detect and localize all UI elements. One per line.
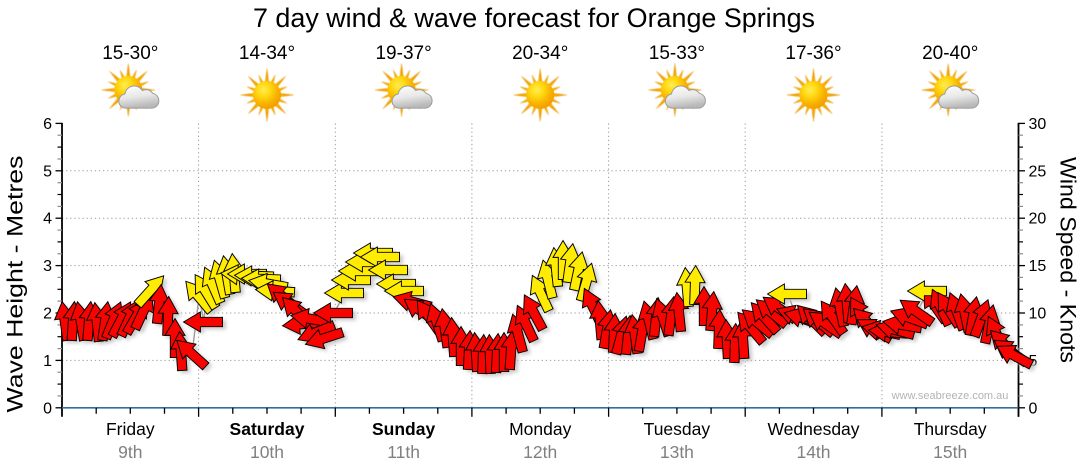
svg-text:3: 3 (43, 258, 52, 275)
svg-text:14th: 14th (796, 442, 830, 462)
svg-text:Friday: Friday (106, 419, 155, 439)
svg-text:2: 2 (43, 306, 52, 323)
svg-text:7 day wind & wave forecast for: 7 day wind & wave forecast for Orange Sp… (253, 3, 815, 33)
svg-text:13th: 13th (660, 442, 694, 462)
svg-text:Wind Speed - Knots: Wind Speed - Knots (1056, 157, 1080, 363)
svg-text:www.seabreeze.com.au: www.seabreeze.com.au (891, 390, 1009, 402)
svg-text:0: 0 (1029, 400, 1038, 417)
svg-text:Thursday: Thursday (914, 419, 987, 439)
svg-text:10: 10 (1029, 306, 1047, 323)
svg-text:20-40°: 20-40° (922, 43, 978, 64)
svg-text:15th: 15th (933, 442, 967, 462)
svg-text:19-37°: 19-37° (375, 43, 431, 64)
svg-text:9th: 9th (118, 442, 142, 462)
svg-text:Monday: Monday (509, 419, 572, 439)
svg-text:Wednesday: Wednesday (767, 419, 859, 439)
svg-text:14-34°: 14-34° (239, 43, 295, 64)
svg-text:10th: 10th (250, 442, 284, 462)
svg-text:30: 30 (1029, 116, 1047, 133)
svg-text:17-36°: 17-36° (785, 43, 841, 64)
svg-text:20-34°: 20-34° (512, 43, 568, 64)
svg-text:Tuesday: Tuesday (644, 419, 711, 439)
svg-text:4: 4 (43, 211, 52, 228)
svg-text:15-33°: 15-33° (649, 43, 705, 64)
svg-text:15-30°: 15-30° (102, 43, 158, 64)
svg-text:11th: 11th (387, 442, 420, 462)
svg-text:Wave Height - Metres: Wave Height - Metres (3, 156, 28, 413)
svg-text:0: 0 (43, 400, 52, 417)
svg-text:25: 25 (1029, 163, 1047, 180)
svg-text:15: 15 (1029, 258, 1047, 275)
svg-text:Saturday: Saturday (230, 419, 305, 439)
svg-text:20: 20 (1029, 211, 1047, 228)
svg-text:Sunday: Sunday (372, 419, 435, 439)
svg-text:5: 5 (43, 163, 52, 180)
svg-text:12th: 12th (523, 442, 557, 462)
svg-text:6: 6 (43, 116, 52, 133)
svg-text:1: 1 (43, 353, 52, 370)
